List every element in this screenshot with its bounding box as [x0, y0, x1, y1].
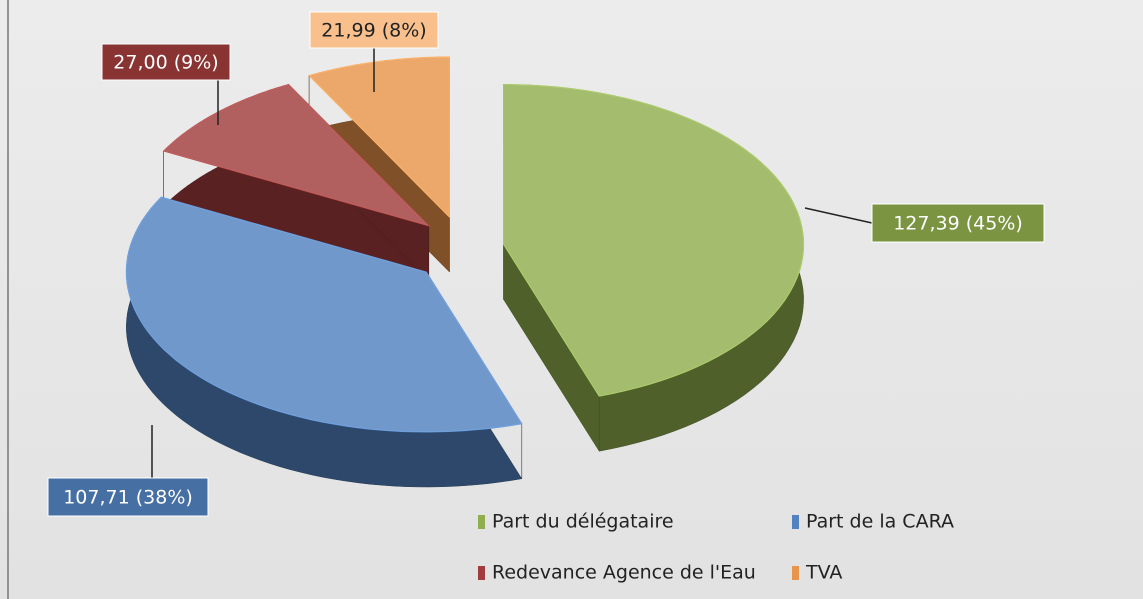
legend-label: Part du délégataire [492, 511, 674, 533]
slice [125, 196, 523, 433]
legend-label: TVA [805, 562, 842, 584]
slice [308, 56, 450, 219]
legend-swatch [792, 515, 799, 529]
slice [503, 83, 805, 397]
label-box [101, 43, 231, 81]
legend: Part du délégataire Part de la CARA Redeva… [478, 511, 954, 584]
slice-highlight [163, 84, 429, 226]
label-box [47, 477, 209, 517]
label-box [871, 203, 1045, 243]
legend-label: Redevance Agence de l'Eau [492, 562, 756, 584]
label-box [309, 11, 439, 49]
leader-line [804, 207, 873, 224]
data-label: 107,71 (38%) [63, 487, 193, 509]
data-label: 127,39 (45%) [893, 213, 1023, 235]
data-label: 27,00 (9%) [113, 52, 218, 74]
slice-highlight [126, 197, 522, 432]
legend-swatch [478, 566, 485, 580]
slice [162, 83, 431, 227]
data-label: 21,99 (8%) [321, 20, 426, 42]
slice-highlight [503, 84, 804, 397]
pie [125, 56, 805, 488]
legend-swatch [792, 566, 799, 580]
slice-highlight [309, 57, 450, 217]
legend-label: Part de la CARA [806, 511, 954, 533]
legend-swatch [478, 515, 485, 529]
data-labels: 127,39 (45%) 107,71 (38%) 27,00 (9%) 21,99 … [47, 11, 1045, 517]
